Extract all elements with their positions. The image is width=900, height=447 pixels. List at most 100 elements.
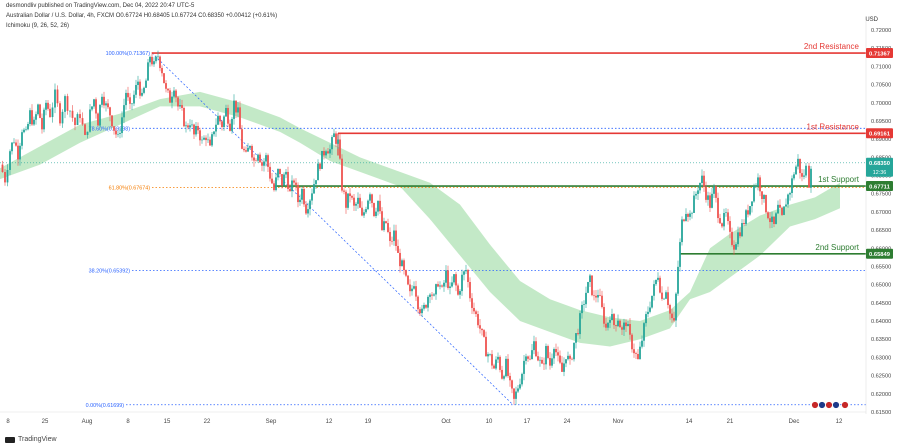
candle-body	[149, 56, 151, 63]
candle-body	[137, 81, 139, 86]
economic-event-flag-icon[interactable]	[825, 401, 833, 409]
candle-body	[553, 349, 555, 359]
ichimoku-cloud-segment	[460, 204, 490, 292]
tradingview-brand[interactable]: TradingView	[5, 436, 57, 443]
candle-body	[685, 213, 687, 221]
candle-body	[589, 275, 591, 283]
economic-event-flag-icon[interactable]	[811, 401, 819, 409]
candle-body	[1, 164, 4, 173]
ichimoku-cloud-segment	[200, 91, 240, 118]
candle-body	[299, 199, 301, 203]
candle-body	[285, 171, 287, 175]
candle-body	[427, 296, 429, 308]
candle-body	[64, 96, 66, 112]
candle-body	[457, 285, 459, 295]
candle-body	[411, 288, 413, 292]
y-tick-label: 0.70000	[871, 101, 891, 107]
candle-body	[363, 212, 365, 216]
candle-body	[671, 313, 673, 319]
candle-body	[575, 333, 577, 343]
y-tick-label: 0.71000	[871, 64, 891, 70]
candle-body	[84, 124, 86, 135]
candle-body	[771, 216, 773, 223]
candle-body	[385, 221, 387, 224]
candle-body	[511, 380, 513, 389]
candle-body	[429, 294, 431, 297]
candle-body	[275, 177, 277, 191]
candle-body	[810, 168, 812, 188]
candle-body	[431, 294, 433, 296]
candle-body	[661, 292, 663, 299]
candle-body	[269, 166, 271, 179]
candle-body	[423, 304, 425, 309]
candle-body	[475, 311, 477, 315]
candle-body	[789, 193, 791, 195]
candle-body	[189, 125, 191, 128]
candle-body	[485, 336, 487, 357]
candle-body	[643, 323, 645, 341]
candle-body	[483, 330, 485, 337]
candle-body	[689, 213, 691, 217]
economic-event-flag-icon[interactable]	[841, 401, 849, 409]
candle-body	[567, 355, 569, 360]
candle-body	[113, 126, 115, 131]
candle-body	[585, 292, 587, 305]
candle-body	[679, 242, 681, 267]
candle-body	[535, 341, 537, 357]
candle-body	[255, 160, 257, 162]
candle-body	[461, 274, 463, 292]
candle-body	[249, 146, 251, 148]
candle-body	[227, 107, 229, 124]
candle-body	[465, 270, 467, 272]
publisher-line: desmondliv published on TradingView.com,…	[6, 3, 195, 9]
economic-event-flag-icon[interactable]	[832, 401, 840, 409]
candle-body	[703, 175, 705, 187]
candle-body	[135, 85, 137, 95]
candle-body	[185, 125, 187, 127]
x-tick-label: 25	[42, 419, 49, 425]
candle-body	[509, 375, 511, 381]
candle-body	[657, 277, 659, 280]
candle-body	[107, 103, 109, 108]
candle-body	[359, 197, 361, 208]
candle-body	[357, 197, 359, 204]
candle-body	[209, 139, 211, 146]
level-name: 2nd Support	[815, 243, 859, 252]
candle-body	[213, 131, 215, 135]
candle-body	[729, 221, 731, 232]
candle-body	[571, 358, 573, 360]
candle-body	[633, 349, 635, 354]
ichimoku-cloud-segment	[40, 124, 80, 165]
level-price-tag	[866, 248, 893, 259]
candle-body	[313, 184, 315, 194]
candle-body	[707, 195, 709, 200]
candle-body	[627, 324, 629, 327]
candle-body	[495, 359, 497, 369]
candle-body	[387, 223, 389, 232]
candle-body	[421, 308, 423, 314]
candle-body	[97, 113, 99, 126]
candle-body	[319, 163, 321, 169]
candle-body	[449, 286, 451, 288]
fib-level-label: 38.20%(0.65392)	[89, 268, 131, 274]
candle-body	[723, 212, 725, 227]
candle-body	[317, 163, 319, 181]
candle-body	[267, 155, 269, 167]
economic-event-flag-icon[interactable]	[818, 401, 826, 409]
candle-body	[499, 356, 501, 370]
candle-body	[139, 81, 141, 96]
candle-body	[651, 295, 653, 308]
candle-body	[233, 100, 235, 119]
candle-body	[143, 87, 145, 93]
candle-body	[759, 177, 761, 192]
candle-body	[281, 174, 283, 186]
candle-body	[445, 270, 447, 283]
candle-body	[49, 108, 51, 118]
candle-body	[163, 73, 165, 84]
candle-body	[17, 145, 19, 160]
candle-body	[365, 209, 367, 213]
candle-body	[799, 158, 801, 174]
candle-body	[665, 292, 667, 299]
candle-body	[713, 186, 715, 194]
